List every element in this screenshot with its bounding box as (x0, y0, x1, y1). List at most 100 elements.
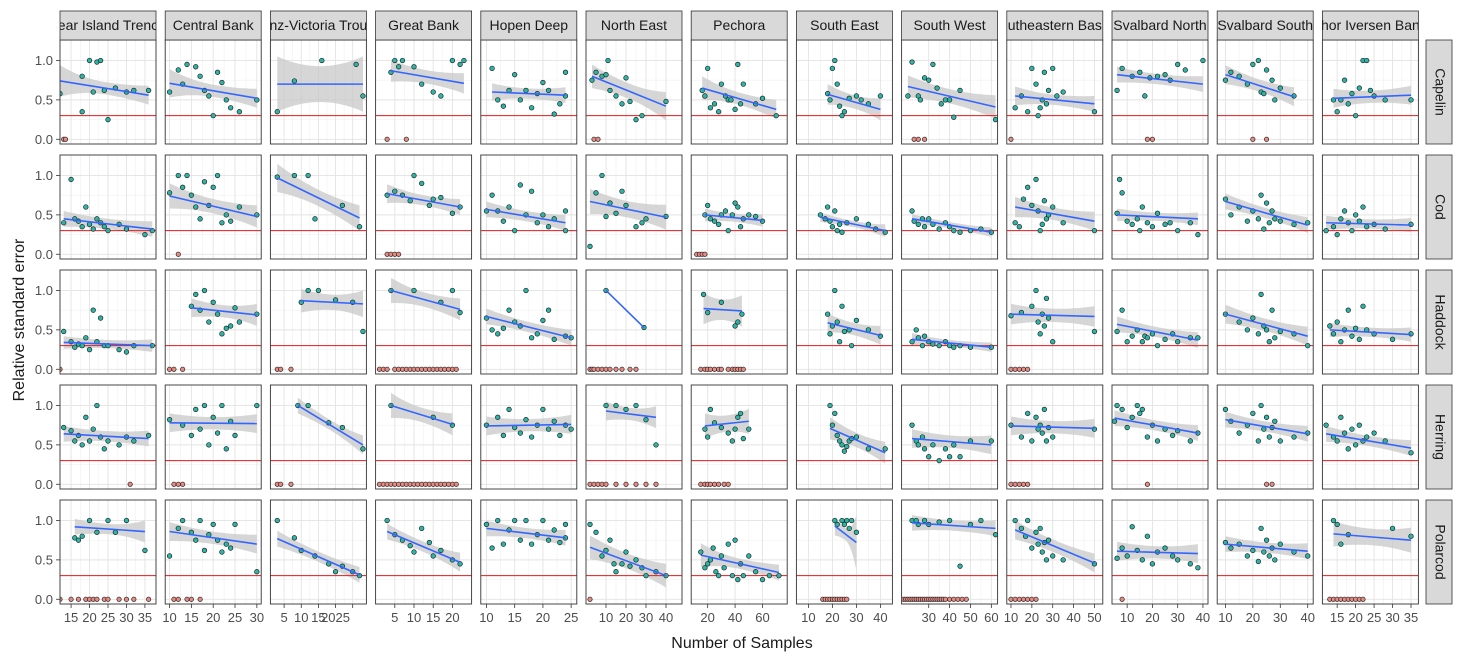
panel (1321, 154, 1419, 260)
data-point (210, 112, 216, 119)
data-point (1037, 525, 1043, 532)
zero-point (716, 481, 722, 487)
zero-point (707, 481, 713, 487)
zero-point (94, 596, 100, 602)
data-point (599, 553, 605, 559)
data-point (946, 517, 953, 524)
x-tick-label: 15 (507, 610, 521, 625)
data-point (1050, 65, 1056, 72)
data-point (1352, 442, 1359, 448)
data-point (753, 569, 759, 575)
data-point (360, 446, 366, 452)
data-point (457, 309, 463, 316)
fit-line (1116, 323, 1199, 341)
fit-line (390, 69, 465, 85)
data-point (1244, 327, 1251, 333)
data-point (917, 97, 924, 103)
data-point (834, 521, 840, 528)
fit-line (827, 322, 881, 337)
fit-line (301, 299, 364, 305)
data-point (1266, 434, 1272, 440)
data-point (619, 561, 625, 567)
zero-point (384, 366, 390, 372)
data-point (705, 309, 711, 316)
data-point (653, 442, 659, 448)
data-point (746, 553, 752, 559)
data-point (1012, 220, 1018, 226)
species-strip (1425, 39, 1453, 145)
data-point (1228, 69, 1234, 75)
panel-border (375, 499, 473, 605)
zero-point (1008, 366, 1014, 372)
panel-background (1322, 500, 1419, 604)
data-point (449, 210, 456, 216)
x-tick-label: 5 (391, 610, 398, 625)
data-point (711, 218, 718, 224)
data-point (214, 172, 221, 179)
data-point (926, 216, 932, 222)
data-point (839, 229, 845, 235)
data-point (1258, 402, 1264, 409)
data-point (1330, 331, 1337, 337)
confidence-band (74, 518, 145, 543)
data-point (1334, 319, 1340, 325)
zero-point (1119, 596, 1125, 602)
fit-line (911, 522, 996, 530)
data-point (68, 176, 74, 183)
data-point (921, 446, 928, 452)
data-point (236, 109, 243, 115)
panel-plot (796, 515, 893, 602)
data-point (841, 328, 848, 335)
data-point (75, 537, 82, 543)
data-point (489, 65, 495, 72)
data-point (827, 331, 833, 337)
x-tick-label: 30 (921, 610, 935, 625)
data-point (737, 101, 744, 107)
data-point (97, 57, 104, 64)
x-tick-label: 40 (728, 610, 742, 625)
panel-border (690, 384, 788, 490)
panel-background (1112, 155, 1208, 259)
data-point (1050, 553, 1056, 559)
data-point (705, 65, 711, 72)
data-point (1352, 325, 1359, 331)
zero-point (288, 366, 294, 372)
x-tick-label: 5 (280, 610, 287, 625)
zero-point (188, 596, 194, 602)
fit-line (1326, 221, 1412, 226)
data-point (1261, 90, 1267, 97)
x-tick-label: 15 (1330, 610, 1344, 625)
fit-line (605, 410, 657, 419)
x-tick-label: 15 (184, 610, 198, 625)
data-point (619, 188, 625, 194)
data-point (1124, 218, 1130, 224)
data-point (836, 438, 843, 444)
zero-point (1264, 136, 1270, 142)
data-point (411, 287, 417, 294)
panel (901, 384, 999, 490)
data-point (411, 64, 417, 70)
data-point (1033, 81, 1039, 87)
y-tick-label: 0.0 (35, 362, 53, 377)
panel (375, 269, 473, 375)
data-point (623, 202, 629, 209)
data-point (1045, 87, 1052, 94)
y-tick-label: 0.0 (35, 592, 53, 607)
data-point (732, 537, 738, 543)
panel-border (480, 384, 578, 490)
zero-point (1012, 596, 1018, 602)
panel-plot (1217, 525, 1314, 577)
panel (269, 154, 367, 260)
zero-point (180, 366, 186, 372)
panel-plot (165, 61, 262, 119)
panel-border (164, 384, 262, 490)
data-point (562, 69, 569, 75)
data-point (1334, 521, 1340, 528)
panel-plot (165, 402, 262, 487)
data-point (83, 335, 89, 341)
data-point (938, 101, 944, 107)
fit-line (492, 91, 566, 96)
data-point (197, 216, 203, 222)
panel-background (586, 385, 682, 489)
data-point (1119, 545, 1125, 551)
